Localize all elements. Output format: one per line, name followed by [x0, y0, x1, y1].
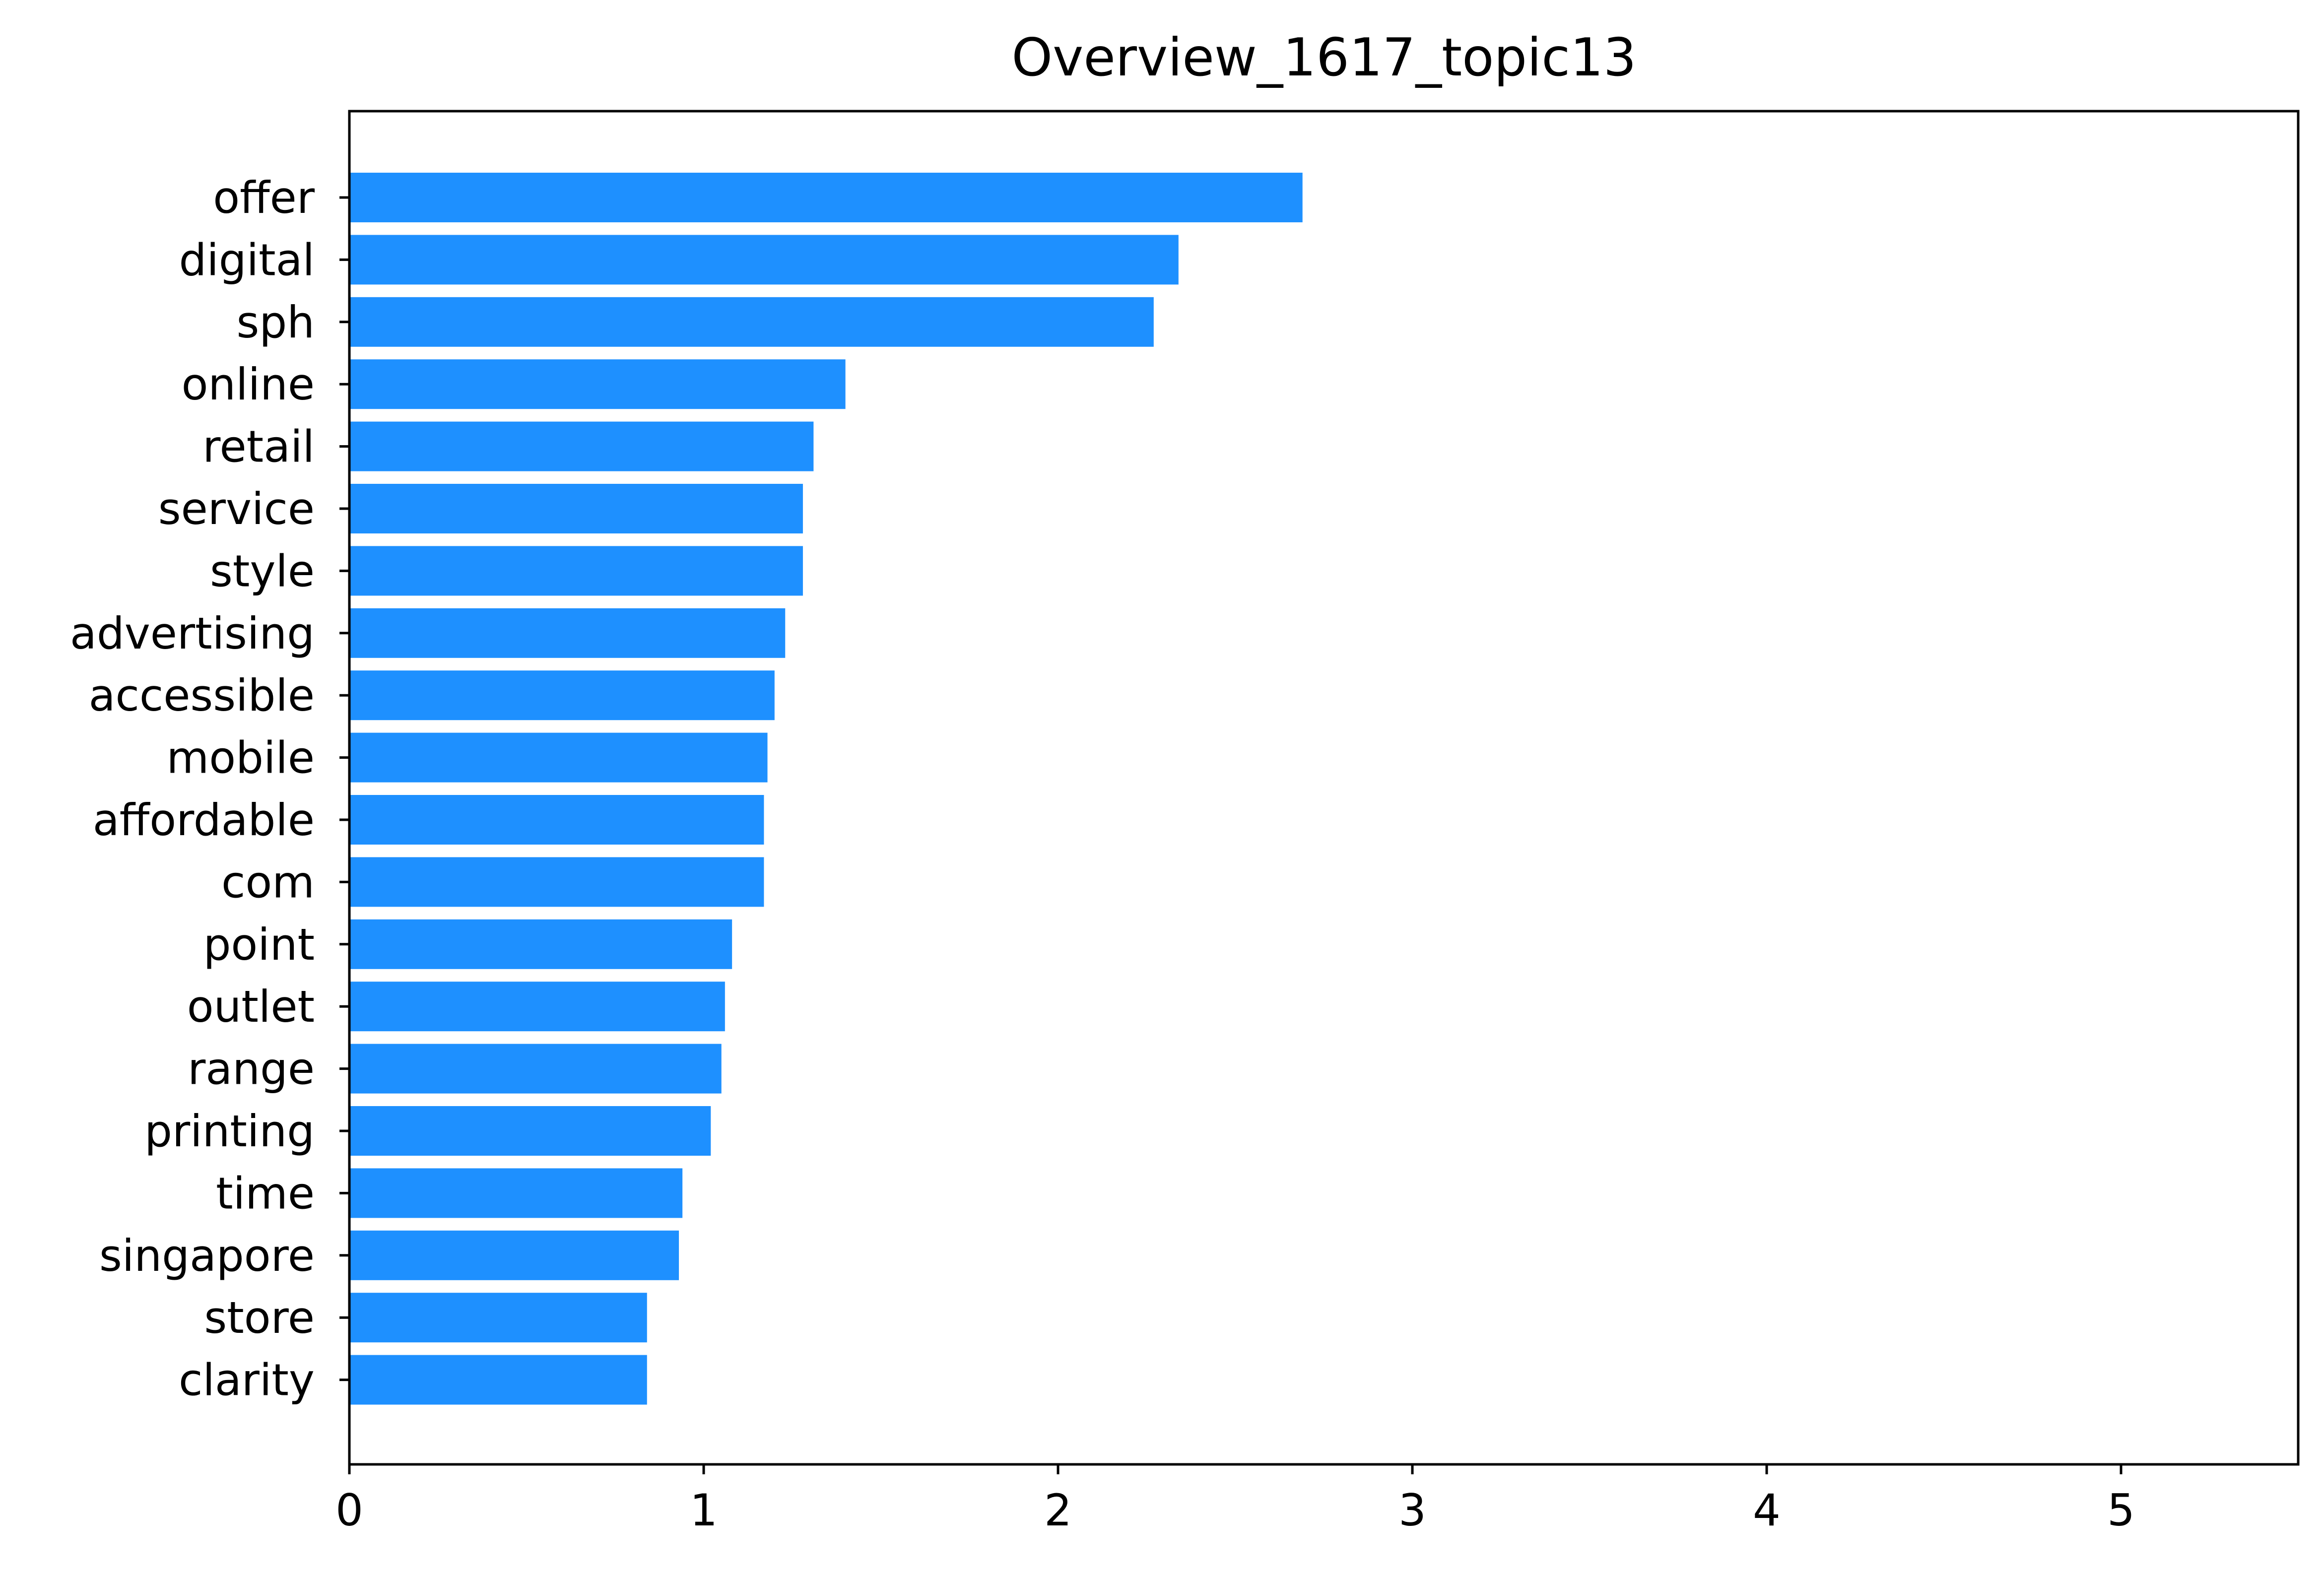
- y-tick-label: mobile: [167, 732, 315, 784]
- y-tick-label: advertising: [70, 608, 315, 659]
- y-tick-label: singapore: [99, 1230, 315, 1281]
- y-tick-label: clarity: [179, 1355, 315, 1406]
- y-tick-label: service: [158, 483, 315, 534]
- bar-clarity: [349, 1355, 647, 1405]
- y-tick-label: offer: [213, 172, 315, 223]
- y-tick-label: point: [203, 919, 315, 970]
- x-tick-label: 1: [690, 1485, 718, 1536]
- bar-mobile: [349, 732, 768, 783]
- y-tick-label: printing: [144, 1106, 315, 1157]
- y-tick-label: com: [221, 856, 315, 908]
- x-tick-label: 5: [2107, 1485, 2135, 1536]
- bar-sph: [349, 297, 1154, 347]
- bar-singapore: [349, 1230, 679, 1280]
- bar-outlet: [349, 982, 725, 1032]
- y-tick-label: time: [216, 1168, 315, 1219]
- x-tick-label: 4: [1753, 1485, 1781, 1536]
- plot-area-frame: [348, 110, 2300, 1466]
- bar-store: [349, 1293, 647, 1343]
- y-tick-label: digital: [179, 234, 315, 285]
- x-tick-label: 3: [1398, 1485, 1426, 1536]
- bar-printing: [349, 1106, 711, 1156]
- y-tick-label: sph: [237, 297, 315, 348]
- ticks-group: offer digital sph online retail service style a…: [70, 172, 2135, 1536]
- y-tick-label: accessible: [89, 670, 315, 721]
- y-tick-label: range: [188, 1044, 315, 1095]
- x-tick-label: 0: [335, 1485, 363, 1536]
- bar-offer: [349, 173, 1303, 222]
- chart-title: Overview_1617_topic13: [1011, 27, 1636, 88]
- y-tick-label: style: [210, 545, 315, 596]
- y-tick-label: online: [182, 359, 315, 410]
- y-tick-label: store: [204, 1292, 315, 1343]
- y-tick-label: outlet: [187, 981, 315, 1032]
- bar-com: [349, 857, 764, 907]
- bar-point: [349, 919, 732, 969]
- bar-accessible: [349, 670, 775, 721]
- bar-service: [349, 484, 803, 533]
- y-tick-label: affordable: [93, 794, 315, 846]
- x-tick-label: 2: [1044, 1485, 1072, 1536]
- y-tick-label: retail: [202, 421, 315, 472]
- bar-advertising: [349, 608, 786, 658]
- bar-range: [349, 1044, 722, 1094]
- bar-time: [349, 1168, 683, 1218]
- bar-retail: [349, 421, 814, 471]
- bar-online: [349, 359, 846, 409]
- bar-style: [349, 546, 803, 596]
- bars-group: [349, 173, 1303, 1405]
- bar-affordable: [349, 795, 764, 845]
- bar-digital: [349, 235, 1179, 285]
